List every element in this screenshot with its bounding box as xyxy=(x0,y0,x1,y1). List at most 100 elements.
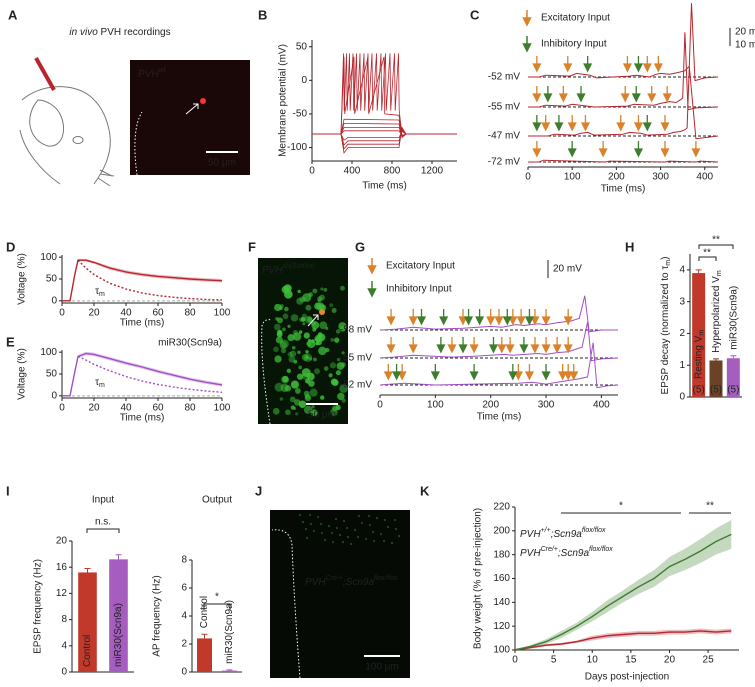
excitatory-arrow xyxy=(633,115,644,132)
image-label: PVHwt xyxy=(138,67,167,79)
y-tick-label: 50 xyxy=(46,274,58,285)
inhibitory-arrow xyxy=(469,364,479,381)
category-label: Control xyxy=(199,596,210,628)
y-tick-label: 12 xyxy=(56,588,68,599)
cell xyxy=(282,327,286,332)
cell xyxy=(273,346,279,353)
chart-title: Output xyxy=(202,495,232,506)
cell xyxy=(331,307,337,314)
pointer-arrow xyxy=(307,314,319,327)
speck xyxy=(398,535,400,537)
cell xyxy=(304,315,313,324)
error-bar xyxy=(84,568,91,573)
excitatory-arrow xyxy=(563,56,573,73)
cell xyxy=(290,380,299,389)
cell xyxy=(297,289,301,294)
cell xyxy=(338,322,347,331)
y-axis-label: Membrane potential (mV) xyxy=(278,44,289,157)
speck xyxy=(305,528,307,530)
excitatory-arrow xyxy=(469,337,479,354)
trace xyxy=(528,159,719,163)
inhibitory-arrow xyxy=(576,86,586,103)
cell xyxy=(286,368,292,374)
error-bar xyxy=(730,355,737,359)
speck xyxy=(342,541,344,543)
error-band xyxy=(515,520,732,652)
excitatory-arrow xyxy=(541,309,551,326)
bar xyxy=(197,638,212,672)
cell xyxy=(276,317,283,324)
category-label-part: miR30(Scn9a) xyxy=(728,286,739,350)
cell xyxy=(292,332,302,341)
x-tick-label: 1200 xyxy=(421,166,444,177)
y-tick-label: 50 xyxy=(296,41,308,52)
speck xyxy=(321,532,323,534)
legend-arrow xyxy=(367,258,377,275)
trace xyxy=(379,321,619,362)
inhibitory-arrow xyxy=(524,309,534,326)
excitatory-arrow xyxy=(563,309,573,326)
cell xyxy=(302,322,306,326)
speck xyxy=(324,539,326,541)
x-tick-label: 40 xyxy=(120,308,132,319)
x-tick-label: 0 xyxy=(525,172,531,183)
cell xyxy=(329,362,337,369)
cell xyxy=(340,362,346,368)
inhibitory-arrow xyxy=(541,364,551,381)
speck xyxy=(339,534,341,536)
trace-label: -52 mV xyxy=(488,72,521,83)
legend-label-part: ;Scn9a xyxy=(558,548,590,559)
panel-letter: K xyxy=(420,483,430,498)
inhibitory-arrow xyxy=(543,86,553,103)
excitatory-arrow xyxy=(408,309,418,326)
inhibitory-arrow xyxy=(567,141,577,158)
y-axis-label: EPSP decay (normalized to τm) xyxy=(660,256,673,394)
excitatory-arrow xyxy=(541,337,551,354)
significance-bracket xyxy=(86,528,120,533)
speck xyxy=(372,531,374,533)
y-tick-label: 0 xyxy=(61,667,67,678)
speck xyxy=(391,542,393,544)
category-label: miR30(Scn9a) xyxy=(224,600,235,664)
cell xyxy=(341,398,346,403)
significance-bracket xyxy=(203,603,231,610)
cell xyxy=(294,388,301,394)
speck xyxy=(395,528,397,530)
line xyxy=(312,118,457,139)
excitatory-arrow xyxy=(497,337,507,354)
cell xyxy=(314,368,321,375)
cell xyxy=(312,288,318,294)
speck xyxy=(380,533,382,535)
excitatory-arrow xyxy=(653,56,663,73)
speck xyxy=(309,514,311,516)
excitatory-arrow xyxy=(569,364,579,381)
speck xyxy=(368,515,370,517)
bar xyxy=(726,358,740,397)
panel-letter: B xyxy=(258,7,267,22)
mouse-whiskers xyxy=(97,169,115,187)
micrograph xyxy=(270,510,410,678)
speck xyxy=(336,527,338,529)
bar xyxy=(109,559,128,672)
image-label-part: wt xyxy=(159,67,167,74)
x-tick-label: 80 xyxy=(184,308,196,319)
line xyxy=(514,533,732,651)
cell xyxy=(289,396,296,403)
trace-label: -58 mV xyxy=(340,325,373,336)
cell xyxy=(339,384,348,393)
speck xyxy=(354,529,356,531)
cell xyxy=(313,357,317,362)
cell xyxy=(301,353,309,361)
legend-label: PVHCre/+;Scn9aflox/flox xyxy=(520,546,613,558)
cell xyxy=(272,407,280,415)
annotation: ** xyxy=(706,501,714,512)
panel-title-part: in vivo xyxy=(69,27,98,38)
inhibitory-arrow xyxy=(519,337,529,354)
x-tick-label: 100 xyxy=(427,400,444,411)
excitatory-arrow xyxy=(563,337,573,354)
cell xyxy=(298,365,302,370)
cell xyxy=(281,285,290,294)
line xyxy=(77,259,223,301)
panel-letter: A xyxy=(8,7,18,22)
legend-label: Inhibitory Input xyxy=(541,39,607,50)
